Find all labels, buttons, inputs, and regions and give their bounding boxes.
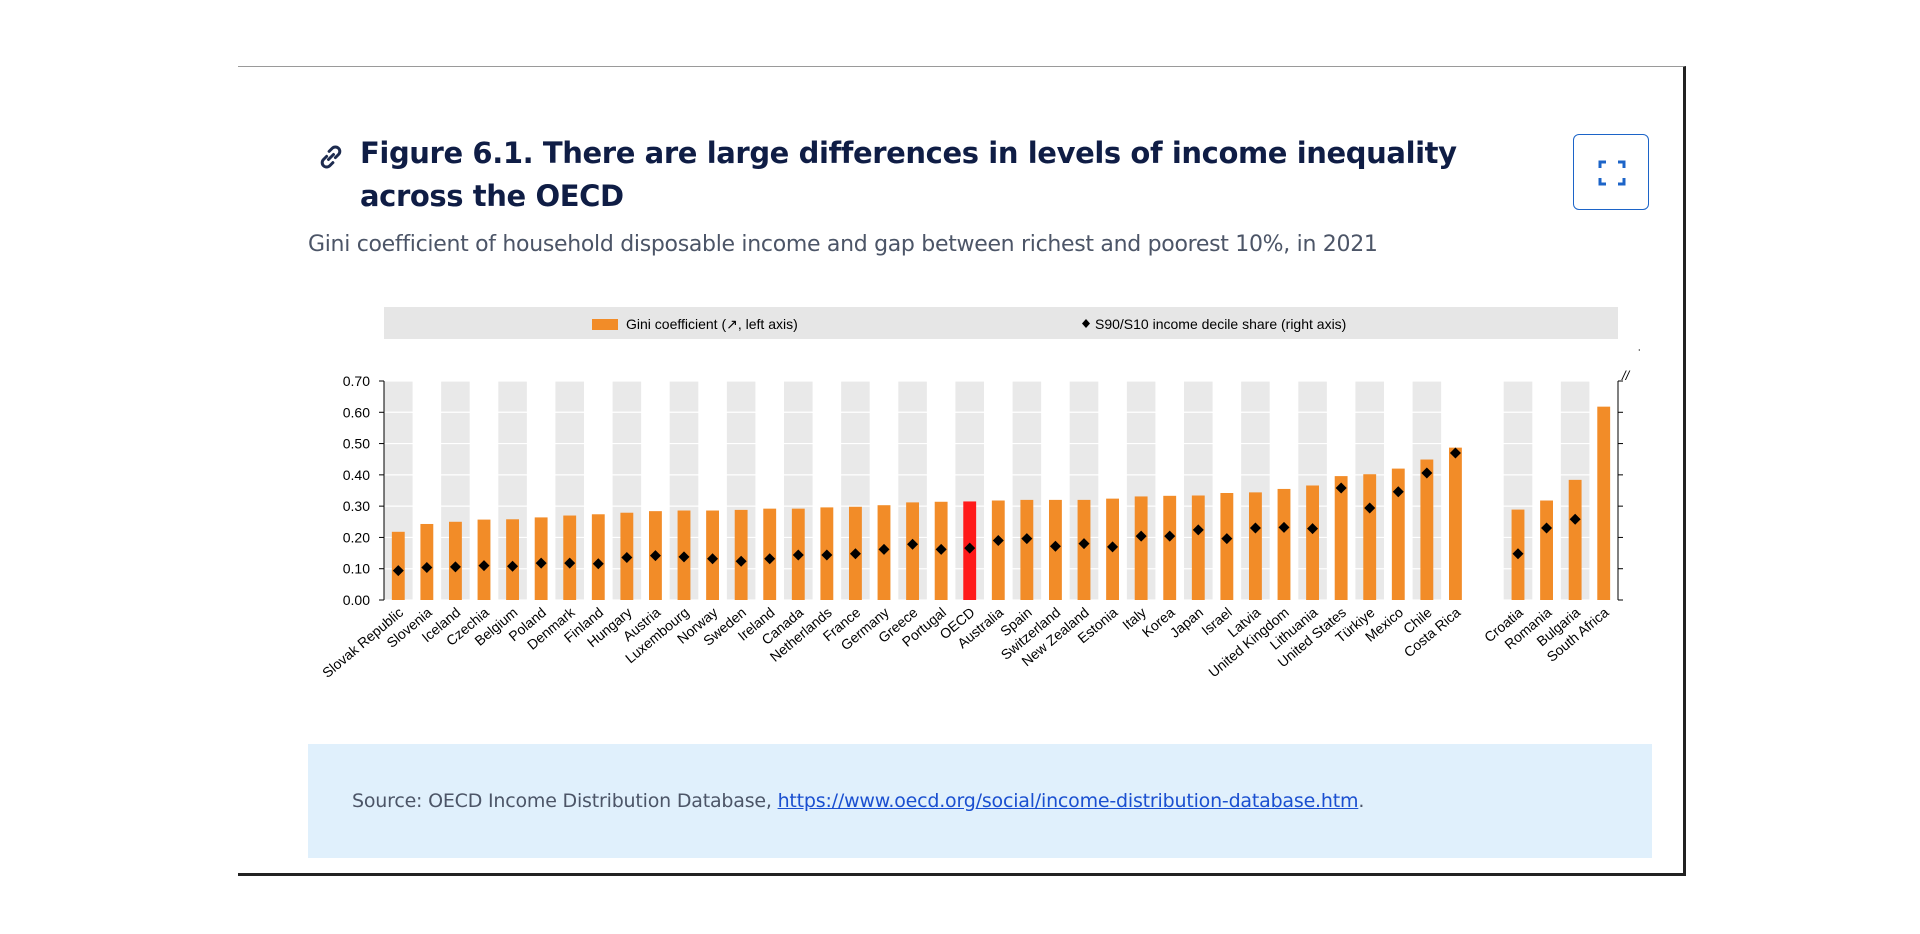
chart-svg: Gini coefficient (↗, left axis) S90/S10 i… [319,307,1656,681]
bar-czechia [477,519,491,600]
source-prefix: Source: OECD Income Distribution Databas… [352,790,778,812]
diamond-oecd [964,542,976,554]
diamond-austria [649,550,661,562]
x-tick-label: Japan [1167,604,1207,641]
diamond-bulgaria [1569,513,1581,525]
diamond-hungary [621,551,633,563]
bar-lithuania [1306,485,1319,600]
bar-costa-rica [1449,447,1462,600]
bar-t-rkiye [1363,474,1377,600]
diamond-sweden [735,555,747,567]
bar-united-kingdom [1277,488,1291,600]
legend-band [384,307,1618,339]
bar-italy [1134,496,1148,600]
diamond-chile [1421,467,1433,479]
bar-australia [991,500,1005,600]
bar-sweden [734,509,748,600]
bar-chile [1420,459,1434,600]
diamond-croatia [1512,548,1524,560]
diamond-ireland [764,553,776,565]
bar-united-states [1334,476,1348,600]
figure-title: Figure 6.1. There are large differences … [360,136,1457,213]
legend-marker-s90s10 [1082,319,1090,328]
bar-latvia [1249,492,1262,600]
y-left-tick-label: 0.50 [343,436,370,452]
legend-label-s90s10: S90/S10 income decile share (right axis) [1095,316,1346,332]
diamond-poland [535,557,547,569]
diamond-france [849,548,861,560]
diamond-australia [992,535,1004,547]
diamond-iceland [449,561,461,573]
bar-romania [1540,500,1553,600]
diamond-czechia [478,560,490,572]
bar-spain [1020,499,1034,600]
chart: Gini coefficient (↗, left axis) S90/S10 i… [300,300,1656,720]
y-right-break-label: 78 [1638,346,1640,362]
bar-iceland [449,521,462,600]
diamond-switzerland [1049,540,1061,552]
y-left-tick-label: 0.20 [343,529,370,545]
y-left-tick-label: 0.40 [343,467,370,483]
bar-finland [591,514,605,600]
y-left-tick-label: 0.30 [343,498,370,514]
source-suffix: . [1358,790,1365,812]
diamond-slovak-republic [392,565,404,577]
diamond-belgium [507,560,519,572]
bar-south-africa [1597,406,1611,600]
diamond-portugal [935,543,947,555]
diamond-t-rkiye [1364,502,1376,514]
diamond-luxembourg [678,551,690,563]
bar-israel [1220,493,1234,600]
diamond-slovenia [421,561,433,573]
diamond-norway [707,553,719,565]
y-right-break-symbol: // [1621,368,1631,383]
bar-new-zealand [1077,499,1091,600]
diamond-new-zealand [1078,538,1090,550]
bar-mexico [1391,468,1405,600]
diamond-latvia [1249,522,1261,534]
diamond-netherlands [821,549,833,561]
bar-japan [1191,495,1205,600]
diamond-finland [592,558,604,570]
diamond-canada [792,549,804,561]
y-left-tick-label: 0.60 [343,404,370,420]
diamond-united-kingdom [1278,521,1290,533]
diamond-romania [1541,522,1553,534]
diamond-korea [1164,530,1176,542]
figure-subtitle: Gini coefficient of household disposable… [308,232,1378,257]
diamond-japan [1192,524,1204,536]
fullscreen-button[interactable] [1573,134,1649,210]
diamond-united-states [1335,482,1347,494]
link-icon[interactable] [316,142,346,172]
diamond-estonia [1107,541,1119,553]
legend-label-gini: Gini coefficient (↗, left axis) [626,316,798,332]
diamond-greece [907,538,919,550]
diamond-lithuania [1307,523,1319,535]
diamond-israel [1221,533,1233,545]
source-note: Source: OECD Income Distribution Databas… [352,790,1364,812]
y-left-tick-label: 0.70 [343,373,370,389]
source-link[interactable]: https://www.oecd.org/social/income-distr… [777,790,1359,812]
diamond-spain [1021,533,1033,545]
bar-greece [906,502,919,600]
diamond-denmark [564,557,576,569]
source-box: Source: OECD Income Distribution Databas… [308,744,1652,858]
fullscreen-icon [1598,160,1626,186]
bar-belgium [506,519,519,600]
y-left-tick-label: 0.10 [343,561,370,577]
diamond-mexico [1392,486,1404,498]
bar-bulgaria [1568,479,1582,600]
diamond-germany [878,543,890,555]
bar-korea [1163,495,1177,600]
legend-swatch-gini [592,319,618,330]
y-left-tick-label: 0.00 [343,592,370,608]
diamond-italy [1135,530,1147,542]
diamond-costa-rica [1449,447,1461,459]
